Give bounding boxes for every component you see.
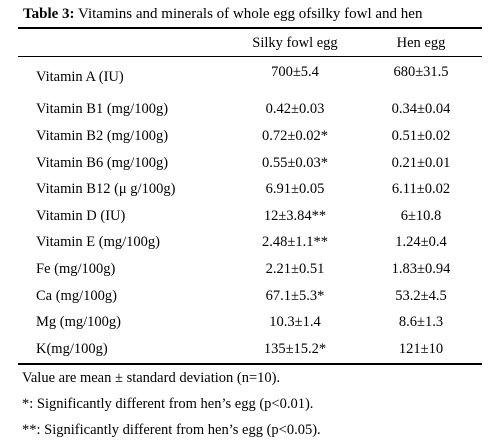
row-vitamin-b2-name: Vitamin B2 (mg/100g) — [36, 128, 169, 144]
footnote-double-asterisk: **: Significantly different from hen’s e… — [22, 422, 321, 438]
row-vitamin-e-hen: 1.24±0.4 — [395, 234, 447, 250]
row-ca-silky: 67.1±5.3* — [265, 288, 325, 304]
row-vitamin-b1-name: Vitamin B1 (mg/100g) — [36, 101, 169, 117]
header-silky-fowl-egg: Silky fowl egg — [252, 35, 338, 51]
row-vitamin-d-silky: 12±3.84** — [263, 208, 327, 224]
header-hen-egg: Hen egg — [396, 35, 446, 51]
row-k-hen: 121±10 — [398, 341, 444, 357]
row-vitamin-b2-hen: 0.51±0.02 — [391, 128, 451, 144]
row-vitamin-b1-silky: 0.42±0.03 — [265, 101, 325, 117]
row-vitamin-b12-hen: 6.11±0.02 — [391, 181, 451, 197]
row-ca-hen: 53.2±4.5 — [395, 288, 447, 304]
caption-label: Table 3: — [23, 6, 75, 22]
row-fe-hen: 1.83±0.94 — [391, 261, 451, 277]
row-vitamin-d-hen: 6±10.8 — [400, 208, 442, 224]
row-vitamin-b6-hen: 0.21±0.01 — [391, 155, 451, 171]
caption-text: Vitamins and minerals of whole egg ofsil… — [74, 6, 423, 22]
row-vitamin-a-hen: 680±31.5 — [393, 64, 449, 80]
row-fe-silky: 2.21±0.51 — [265, 261, 325, 277]
row-vitamin-e-silky: 2.48±1.1** — [262, 234, 328, 250]
row-vitamin-e-name: Vitamin E (mg/100g) — [36, 234, 160, 250]
row-mg-hen: 8.6±1.3 — [398, 314, 444, 330]
row-k-name: K(mg/100g) — [36, 341, 108, 357]
row-vitamin-a-name: Vitamin A (IU) — [36, 69, 124, 85]
row-vitamin-b2-silky: 0.72±0.02* — [262, 128, 328, 144]
row-fe-name: Fe (mg/100g) — [36, 261, 116, 277]
row-vitamin-b12-silky: 6.91±0.05 — [265, 181, 325, 197]
row-ca-name: Ca (mg/100g) — [36, 288, 117, 304]
row-vitamin-d-name: Vitamin D (IU) — [36, 208, 126, 224]
header-rule — [18, 56, 482, 57]
row-vitamin-a-silky: 700±5.4 — [271, 64, 319, 80]
row-vitamin-b12-name: Vitamin B12 (μ g/100g) — [36, 181, 176, 197]
row-vitamin-b6-silky: 0.55±0.03* — [262, 155, 328, 171]
row-mg-name: Mg (mg/100g) — [36, 314, 121, 330]
row-mg-silky: 10.3±1.4 — [269, 314, 321, 330]
row-k-silky: 135±15.2* — [263, 341, 327, 357]
table-bottom-rule — [18, 363, 482, 365]
row-vitamin-b1-hen: 0.34±0.04 — [391, 101, 451, 117]
footnote-mean-sd: Value are mean ± standard deviation (n=1… — [22, 370, 281, 386]
table-caption: Table 3: Vitamins and minerals of whole … — [23, 6, 422, 23]
table-top-rule — [18, 27, 482, 29]
row-vitamin-b6-name: Vitamin B6 (mg/100g) — [36, 155, 169, 171]
footnote-single-asterisk: *: Significantly different from hen’s eg… — [22, 396, 314, 412]
